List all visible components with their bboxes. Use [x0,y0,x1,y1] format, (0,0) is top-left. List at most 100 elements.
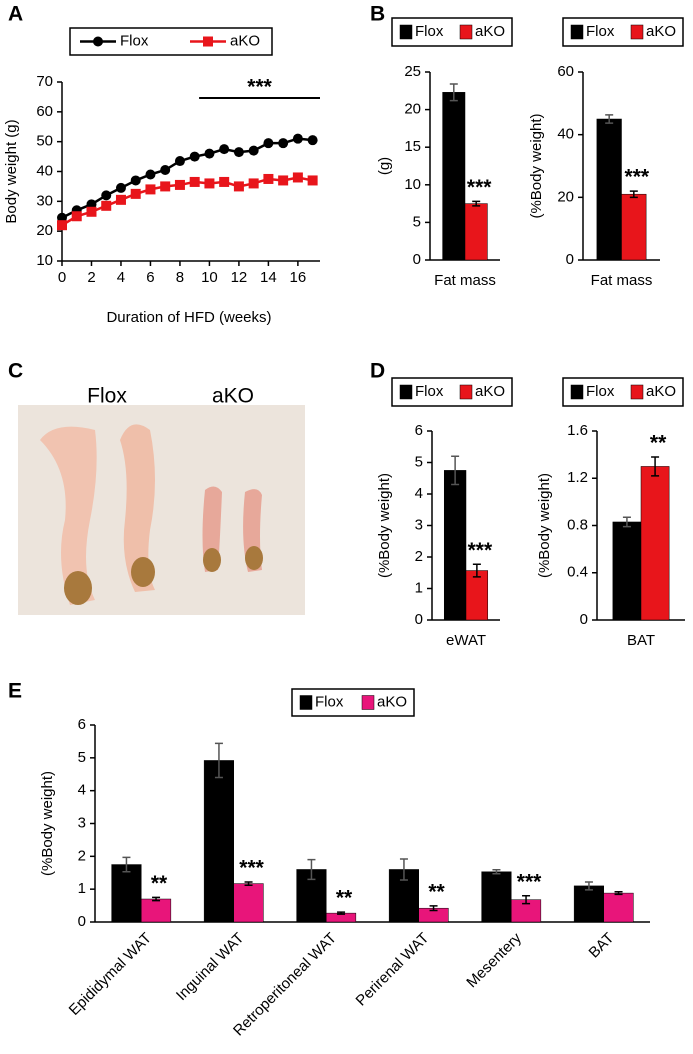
legend-box [562,377,684,407]
line [61,176,313,227]
error-bar [429,905,438,912]
error-bar [449,83,458,102]
y-tick-label: 10 [36,252,53,269]
marker [233,147,244,158]
tissue [64,571,92,605]
marker [115,194,126,205]
y-tick-label: 1 [415,579,423,596]
marker [130,175,141,186]
y-tick-label: 5 [413,213,421,230]
significance-label: *** [625,166,650,189]
photo-label: Flox [87,385,127,408]
legend-label: aKO [475,383,505,400]
error-bar [244,881,253,886]
legend-swatch [459,384,473,400]
x-tick-label: BAT [627,632,655,649]
error-bar [399,858,408,881]
legend-label: Flox [315,693,344,710]
significance-label: ** [151,872,168,895]
x-tick-label: 16 [290,269,307,286]
y-tick-label: 0.8 [567,516,588,533]
marker [160,165,171,176]
x-tick-label: 6 [146,269,154,286]
legend-swatch [459,24,473,40]
marker [130,188,141,199]
error-bar [622,516,631,528]
y-tick-label: 70 [36,73,53,90]
error-bar [492,869,501,875]
y-tick-label: 40 [557,126,574,143]
bar [141,898,172,923]
legend-swatch [399,384,413,400]
y-tick-label: 3 [78,814,86,831]
legend-swatch [630,384,644,400]
marker [145,184,156,195]
marker [278,175,289,186]
panel-letter: C [8,360,23,383]
bar [111,864,142,923]
significance-label: *** [517,870,542,893]
x-tick-label: 4 [117,269,125,286]
bar [465,570,489,621]
x-tick-label: 2 [87,269,95,286]
photo-label: aKO [212,385,254,408]
marker [145,169,156,180]
y-axis-label: (%Body weight) [536,473,553,578]
y-tick-label: 2 [415,548,423,565]
x-tick-label: 12 [231,269,248,286]
legend-swatch [299,695,313,710]
bar [443,470,467,621]
error-bar [522,894,531,905]
bar [464,203,488,261]
legend-swatch [361,695,375,710]
legend-swatch [570,24,584,40]
y-tick-label: 0 [413,251,421,268]
x-tick-label: BAT [586,930,618,962]
y-tick-label: 50 [36,133,53,150]
marker [263,138,274,149]
bar [481,871,512,923]
marker [101,190,112,201]
legend-label: Flox [415,383,444,400]
legend-box [291,688,415,717]
y-tick-label: 0 [78,913,86,930]
y-tick-label: 4 [78,782,86,799]
marker [57,220,67,231]
marker [204,148,215,159]
x-axis-label: Duration of HFD (weeks) [106,309,271,326]
marker [292,133,303,144]
marker [307,135,318,146]
y-tick-label: 1.2 [567,469,588,486]
tissue [131,557,155,587]
legend-swatch [570,384,584,400]
bar [442,92,466,261]
significance-label: ** [428,880,445,903]
error-bar [472,200,481,207]
bar [621,193,647,261]
legend-box [391,377,513,407]
tissue [245,546,263,570]
marker [307,175,318,186]
marker [219,176,230,187]
panel-letter: A [8,3,23,26]
legend-label: Flox [415,23,444,40]
y-tick-label: 60 [557,63,574,80]
legend-label: aKO [475,23,505,40]
marker [86,206,97,217]
y-tick-label: 1.6 [567,422,588,439]
legend-label: aKO [230,32,260,49]
bar [612,521,642,621]
panel-letter: D [370,360,385,383]
error-bar [605,114,614,124]
y-tick-label: 40 [36,162,53,179]
marker [160,181,171,192]
significance-label: *** [468,539,493,562]
marker [292,172,303,183]
marker [174,156,185,167]
y-axis-label: Body weight (g) [3,119,20,223]
legend-label: Flox [586,23,615,40]
marker [278,138,289,149]
x-tick-label: Fat mass [591,272,653,289]
y-tick-label: 0.4 [567,564,588,581]
marker [115,182,126,193]
